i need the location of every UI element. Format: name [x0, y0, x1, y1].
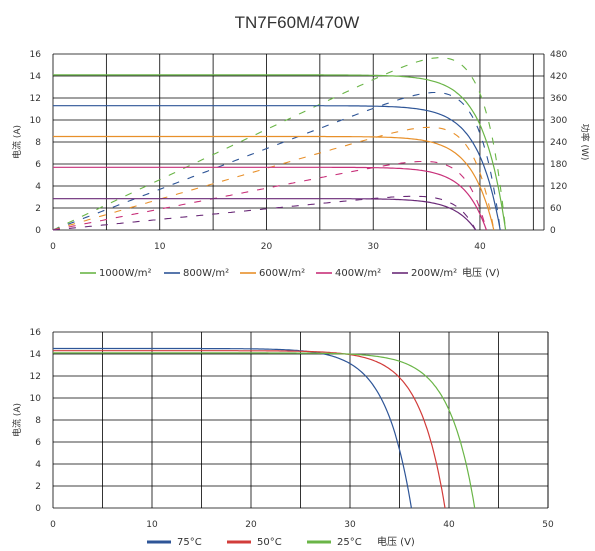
y-tick-label: 14 [30, 350, 42, 360]
iv-curve-2 [53, 352, 476, 509]
y-tick-label: 12 [30, 372, 41, 382]
temperature-chart: 0 2 4 6 8 10 12 14 16 0 10 20 30 40 50 电流 (A) 75°C 50°C 25… [11, 328, 554, 548]
x-tick-label: 10 [146, 520, 158, 530]
y-tick-label: 14 [30, 72, 42, 82]
power-curve-1 [52, 91, 501, 231]
legend-label-4: 200W/m² [411, 268, 457, 279]
legend-label-2: 600W/m² [259, 268, 305, 279]
y2-tick-label: 120 [550, 182, 567, 192]
legend-label-1: 800W/m² [183, 268, 229, 279]
legend-label-2: 25°C [337, 537, 362, 548]
x-tick-label: 0 [50, 242, 56, 252]
y-tick-label: 6 [35, 160, 41, 170]
y2-tick-label: 360 [550, 94, 567, 104]
y-tick-label: 0 [35, 226, 41, 236]
y-tick-label: 12 [30, 94, 41, 104]
y-tick-label: 4 [35, 460, 41, 470]
x-tick-label: 20 [261, 242, 273, 252]
x-tick-label: 30 [367, 242, 379, 252]
chart-title: TN7F60M/470W [235, 13, 360, 32]
y2-tick-label: 300 [550, 116, 567, 126]
y2-tick-label: 240 [550, 138, 567, 148]
power-curve-4 [52, 195, 477, 231]
y2-tick-label: 0 [550, 226, 556, 236]
x-axis-label: 电压 (V) [377, 535, 415, 548]
y-axis-label: 电流 (A) [11, 403, 23, 437]
iv-curve-4 [53, 198, 477, 231]
iv-curve-0 [53, 74, 507, 231]
x-tick-label: 40 [474, 242, 486, 252]
y2-tick-label: 480 [550, 50, 567, 60]
iv-curve-1 [53, 350, 446, 509]
y2-axis-label: 功率 (W) [579, 124, 591, 161]
power-curve-2 [52, 126, 495, 231]
y-tick-label: 10 [30, 116, 42, 126]
y-tick-label: 0 [35, 504, 41, 514]
iv-curve-0 [53, 347, 412, 509]
y-tick-label: 4 [35, 182, 41, 192]
iv-curve-2 [53, 135, 495, 231]
y-tick-label: 16 [30, 50, 42, 60]
legend-label-0: 1000W/m² [99, 268, 151, 279]
x-axis-label: 电压 (V) [462, 266, 500, 279]
iv-curve-1 [53, 105, 501, 231]
power-curve-0 [52, 57, 507, 231]
y2-tick-label: 180 [550, 160, 567, 170]
y-tick-label: 10 [30, 394, 42, 404]
x-tick-label: 0 [50, 520, 56, 530]
y2-tick-label: 420 [550, 72, 567, 82]
y-tick-label: 6 [35, 438, 41, 448]
x-tick-label: 10 [154, 242, 166, 252]
legend-label-0: 75°C [177, 537, 202, 548]
y2-tick-label: 60 [550, 204, 562, 214]
power-curve-3 [52, 160, 487, 231]
y-tick-label: 8 [35, 416, 41, 426]
y-tick-label: 8 [35, 138, 41, 148]
x-tick-label: 20 [245, 520, 257, 530]
y-tick-label: 2 [35, 482, 41, 492]
iv-curve-3 [53, 166, 487, 231]
x-tick-label: 30 [344, 520, 356, 530]
irradiance-chart: 0 2 4 6 8 10 12 14 16 0 10 20 30 40 电流 (A) 0 60 120 180 240… [11, 50, 591, 279]
x-tick-label: 50 [542, 520, 554, 530]
legend-label-1: 50°C [257, 537, 282, 548]
y-tick-label: 2 [35, 204, 41, 214]
x-tick-label: 40 [443, 520, 455, 530]
y-axis-label: 电流 (A) [11, 125, 23, 159]
legend-label-3: 400W/m² [335, 268, 381, 279]
y-tick-label: 16 [30, 328, 42, 338]
